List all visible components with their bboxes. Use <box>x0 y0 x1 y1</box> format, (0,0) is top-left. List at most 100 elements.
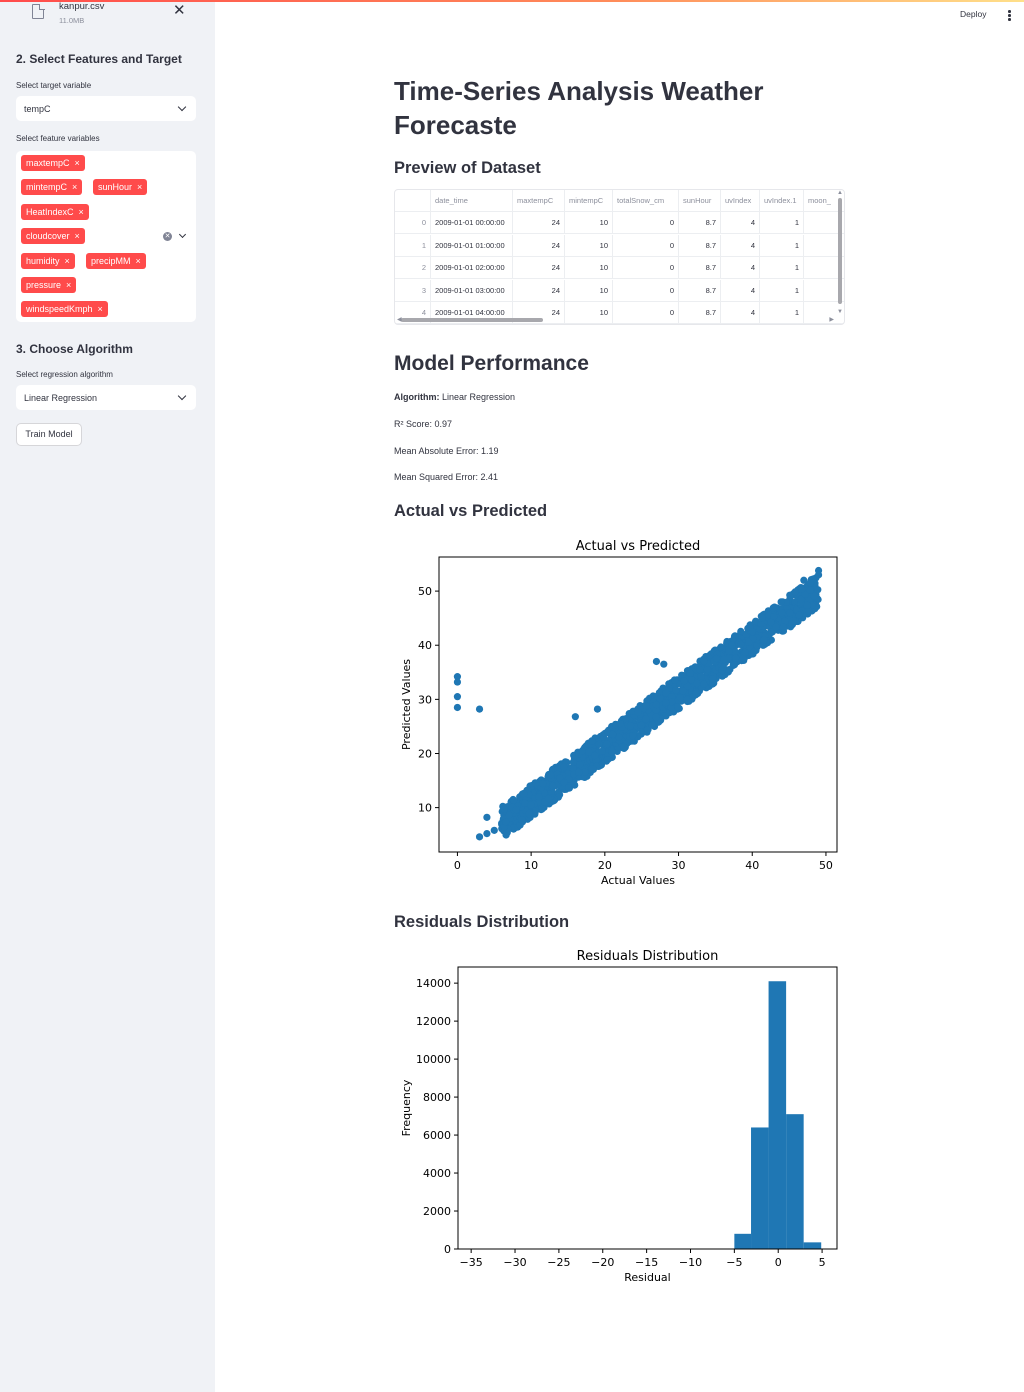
scatter-point <box>603 756 612 764</box>
chart-title: Actual vs Predicted <box>576 539 700 554</box>
feature-tag[interactable]: HeatIndexC × <box>21 204 89 220</box>
scatter-point <box>520 789 528 798</box>
table-row: 4 2009-01-01 04:00:00 24 10 0 8.7 4 1 <box>395 302 844 324</box>
table-cell: 1 <box>760 212 804 234</box>
clear-all-icon[interactable]: ✕ <box>163 232 172 241</box>
file-size: 11.0MB <box>59 16 85 25</box>
table-cell: 2 <box>395 257 431 279</box>
scatter-point <box>806 586 814 594</box>
scatter-point <box>810 592 818 600</box>
remove-tag-icon[interactable]: × <box>72 182 78 192</box>
feature-tag[interactable]: cloudcover × <box>21 228 85 244</box>
table-cell: 2009-01-01 04:00:00 <box>431 302 513 324</box>
scatter-point <box>758 614 766 622</box>
target-select[interactable]: tempC <box>16 96 196 121</box>
remove-tag-icon[interactable]: × <box>137 182 143 192</box>
scatter-point <box>672 686 680 694</box>
y-tick-label: 10 <box>418 802 432 815</box>
scatter-point <box>720 655 728 664</box>
table-header-cell[interactable]: moon_ <box>804 190 844 212</box>
feature-tag[interactable]: windspeedKmph × <box>21 301 108 317</box>
table-header-cell[interactable]: uvIndex <box>721 190 760 212</box>
top-accent-bar <box>0 0 1024 2</box>
scatter-point <box>759 641 767 649</box>
scatter-point <box>453 703 462 712</box>
scatter-point <box>798 585 806 593</box>
dataset-table[interactable]: date_time maxtempC mintempC totalSnow_cm sun… <box>394 189 845 325</box>
scatter-point <box>453 678 462 686</box>
table-header-cell[interactable]: sunHour <box>679 190 721 212</box>
scatter-point <box>591 751 599 760</box>
x-tick-label: 5 <box>819 1256 826 1269</box>
table-header-cell[interactable]: maxtempC <box>513 190 565 212</box>
y-tick-label: 14000 <box>416 977 451 990</box>
scatter-point <box>767 618 775 626</box>
scatter-point <box>549 782 557 790</box>
scatter-point <box>748 627 756 636</box>
remove-tag-icon[interactable]: × <box>74 158 80 168</box>
scroll-left-icon[interactable]: ◀ <box>397 317 402 323</box>
feature-tag[interactable]: mintempC × <box>21 179 83 195</box>
x-axis-label: Residual <box>624 1271 670 1284</box>
scatter-point <box>541 789 549 797</box>
table-cell: 10 <box>565 279 613 302</box>
uploaded-file: kanpur.csv 11.0MB ✕ <box>28 1 198 32</box>
y-tick-label: 20 <box>418 747 432 760</box>
feature-tag[interactable]: maxtempC × <box>21 155 85 171</box>
y-axis-label: Frequency <box>400 1079 413 1136</box>
scatter-point <box>500 805 508 813</box>
train-model-button[interactable]: Train Model <box>16 423 82 446</box>
scroll-down-icon[interactable]: ▼ <box>837 309 843 315</box>
remove-tag-icon[interactable]: × <box>64 256 70 266</box>
features-multiselect[interactable]: maxtempC × mintempC × sunHour × HeatIndexC ×… <box>16 151 196 322</box>
scatter-point <box>791 588 799 596</box>
scatter-point <box>475 833 484 841</box>
scatter-points <box>453 566 823 841</box>
algorithm-select[interactable]: Linear Regression <box>16 385 196 410</box>
scroll-right-icon[interactable]: ▶ <box>829 317 834 323</box>
algorithm-metric-value: Linear Regression <box>442 392 516 402</box>
scatter-point <box>781 617 789 625</box>
remove-tag-icon[interactable]: × <box>74 231 80 241</box>
table-cell: 0 <box>613 257 679 279</box>
feature-tag[interactable]: pressure × <box>21 277 77 293</box>
table-header-cell[interactable]: uvIndex.1 <box>760 190 804 212</box>
remove-tag-icon[interactable]: × <box>78 207 84 217</box>
table-cell: 2009-01-01 01:00:00 <box>431 234 513 257</box>
scatter-point <box>739 654 747 662</box>
algorithm-metric-label: Algorithm: <box>394 392 440 402</box>
vertical-scrollbar[interactable] <box>838 198 842 304</box>
chevron-down-icon[interactable] <box>178 230 187 239</box>
remove-file-icon[interactable]: ✕ <box>173 2 186 19</box>
preview-heading: Preview of Dataset <box>394 159 541 177</box>
actual-vs-predicted-chart: Actual vs Predicted 0 10 20 30 40 50 10 20 30 40 50… <box>400 539 838 887</box>
horizontal-scrollbar[interactable] <box>401 318 543 322</box>
feature-tag-label: sunHour <box>98 182 133 192</box>
scatter-point <box>598 747 606 755</box>
y-tick-label: 2000 <box>423 1205 451 1218</box>
feature-tag[interactable]: sunHour × <box>93 179 148 195</box>
y-tick-label: 30 <box>418 693 432 706</box>
feature-tag[interactable]: humidity × <box>21 253 75 269</box>
y-tick-label: 40 <box>418 639 432 652</box>
scatter-point <box>656 695 664 703</box>
r2-metric: R² Score: 0.97 <box>394 419 453 429</box>
table-cell <box>804 212 844 234</box>
remove-tag-icon[interactable]: × <box>66 280 72 290</box>
table-header-cell[interactable]: mintempC <box>565 190 613 212</box>
main-menu-icon[interactable] <box>1008 10 1011 21</box>
mse-metric: Mean Squared Error: 2.41 <box>394 472 499 482</box>
remove-tag-icon[interactable]: × <box>97 304 103 314</box>
table-header-cell[interactable]: totalSnow_cm <box>613 190 679 212</box>
mae-metric: Mean Absolute Error: 1.19 <box>394 446 499 456</box>
scatter-point <box>535 793 543 801</box>
table-header-cell[interactable] <box>395 190 431 212</box>
scroll-up-icon[interactable]: ▲ <box>837 190 843 196</box>
feature-tag[interactable]: precipMM × <box>86 253 146 269</box>
x-tick-label: 20 <box>598 859 612 872</box>
table-header-cell[interactable]: date_time <box>431 190 513 212</box>
file-icon <box>32 3 45 19</box>
deploy-button[interactable]: Deploy <box>960 9 987 19</box>
scatter-point <box>712 654 721 663</box>
remove-tag-icon[interactable]: × <box>135 256 141 266</box>
